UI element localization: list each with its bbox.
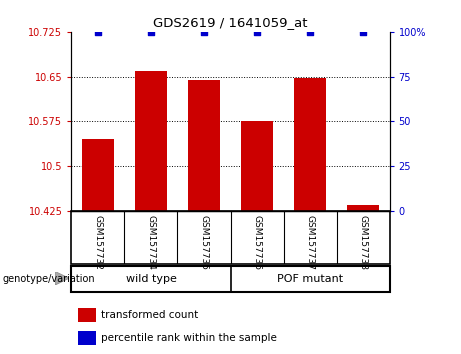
Point (94, 29, 101, 35)
Text: transformed count: transformed count (101, 310, 199, 320)
Text: GSM157732: GSM157732 (94, 215, 102, 270)
Title: GDS2619 / 1641059_at: GDS2619 / 1641059_at (153, 16, 308, 29)
Text: POF mutant: POF mutant (277, 274, 343, 284)
Text: GSM157735: GSM157735 (200, 215, 208, 270)
Text: genotype/variation: genotype/variation (2, 274, 95, 284)
Polygon shape (55, 272, 69, 285)
Bar (188, 80, 220, 211)
Text: wild type: wild type (125, 274, 177, 284)
Bar (347, 205, 379, 211)
Point (359, 29, 366, 35)
Point (148, 29, 155, 35)
Text: GSM157737: GSM157737 (306, 215, 314, 270)
Bar (78, 331, 96, 344)
Bar (294, 78, 326, 211)
Text: GSM157736: GSM157736 (253, 215, 261, 270)
Bar (135, 70, 167, 211)
Point (306, 29, 313, 35)
Bar (241, 121, 273, 211)
Bar (82, 139, 114, 211)
Bar (78, 308, 96, 322)
Point (254, 29, 261, 35)
Text: percentile rank within the sample: percentile rank within the sample (101, 332, 277, 343)
Text: GSM157738: GSM157738 (359, 215, 367, 270)
Text: GSM157734: GSM157734 (147, 215, 155, 270)
Point (200, 29, 207, 35)
